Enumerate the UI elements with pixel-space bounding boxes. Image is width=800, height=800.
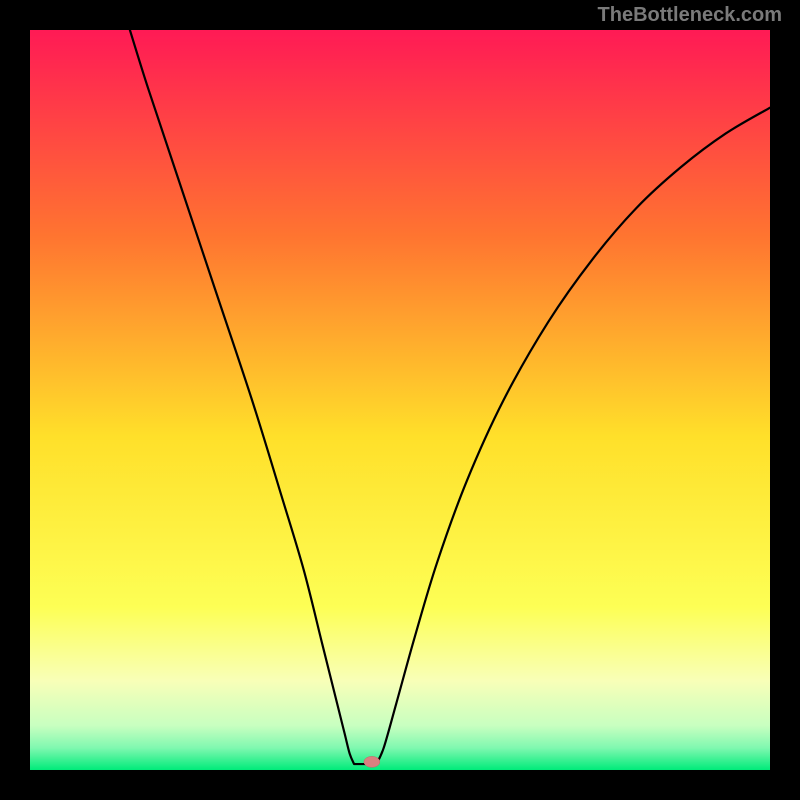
watermark-text: TheBottleneck.com [598, 4, 782, 27]
chart-background [30, 30, 770, 770]
chart-svg [30, 30, 770, 770]
optimal-point-marker [364, 756, 380, 767]
chart-plot-area [30, 30, 770, 770]
